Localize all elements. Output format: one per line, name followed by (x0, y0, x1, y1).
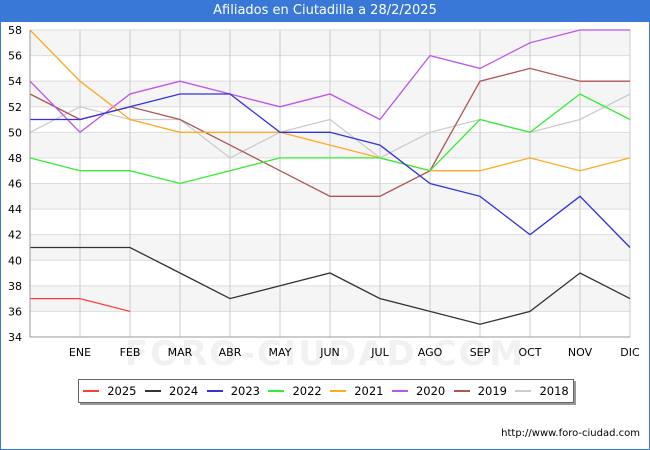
legend-label: 2022 (292, 384, 322, 398)
line-chart: 34 36 38 40 42 44 46 48 50 52 54 56 58 ENE FEB MAR ABR M… (8, 24, 640, 359)
x-tick-label: OCT (518, 346, 541, 359)
x-tick-label: JUL (370, 346, 389, 359)
legend-item-2019: 2019 (453, 384, 508, 398)
watermark-text: FORO-CIUDAD.COM (124, 334, 526, 374)
legend-swatch (268, 390, 285, 392)
legend-swatch (391, 390, 408, 392)
y-tick-label: 44 (8, 203, 22, 216)
y-tick-label: 48 (8, 152, 22, 165)
legend-label: 2024 (168, 384, 199, 398)
legend-item-2021: 2021 (330, 384, 384, 398)
legend-label: 2019 (477, 384, 508, 398)
series-line-2021 (29, 29, 631, 172)
x-tick-label: JUN (319, 346, 340, 359)
series-line-2020 (29, 29, 630, 134)
legend-item-2023: 2023 (206, 384, 261, 398)
y-tick-label: 34 (8, 331, 22, 344)
x-tick-label: MAR (168, 346, 193, 359)
legend-swatch (453, 390, 470, 392)
legend-label: 2023 (230, 384, 261, 398)
x-tick-label: MAY (269, 346, 292, 359)
y-tick-label: 40 (8, 254, 22, 267)
footer-url: http://www.foro-ciudad.com (501, 428, 640, 439)
legend-label: 2020 (415, 384, 446, 398)
legend-item-2024: 2024 (144, 384, 199, 398)
legend: 2025 2024 2023 2022 2021 2020 2019 2018 (78, 379, 574, 403)
legend-label: 2025 (107, 384, 137, 398)
legend-item-2018: 2018 (515, 384, 569, 398)
x-tick-label: DIC (620, 346, 640, 359)
y-tick-label: 56 (8, 50, 22, 63)
y-tick-label: 46 (8, 178, 22, 191)
y-tick-label: 58 (8, 24, 22, 37)
x-tick-label: FEB (120, 346, 141, 359)
legend-swatch (144, 390, 161, 392)
y-axis-ticks: 34 36 38 40 42 44 46 48 50 52 54 56 58 (8, 24, 22, 344)
series-line-2023 (30, 93, 631, 248)
y-tick-label: 54 (8, 75, 22, 88)
legend-label: 2021 (354, 384, 384, 398)
legend-item-2022: 2022 (268, 384, 322, 398)
x-tick-label: SEP (470, 346, 491, 359)
y-tick-label: 36 (8, 305, 22, 318)
legend-swatch (206, 390, 223, 392)
legend-label: 2018 (539, 384, 569, 398)
series-line-2025 (30, 297, 131, 313)
legend-swatch (330, 390, 347, 392)
series-line-2022 (29, 93, 631, 185)
y-tick-label: 38 (8, 280, 22, 293)
y-tick-label: 42 (8, 229, 22, 242)
legend-swatch (83, 390, 100, 392)
y-tick-label: 50 (8, 126, 22, 139)
series-lines (29, 29, 631, 325)
legend-item-2025: 2025 (83, 384, 137, 398)
chart-title: Afiliados en Ciutadilla a 28/2/2025 (0, 0, 650, 22)
x-tick-label: NOV (568, 346, 593, 359)
legend-item-2020: 2020 (391, 384, 446, 398)
legend-swatch (515, 390, 532, 392)
x-tick-label: ENE (69, 346, 91, 359)
y-tick-label: 52 (8, 101, 22, 114)
series-line-2024 (30, 246, 631, 325)
x-tick-label: ABR (219, 346, 242, 359)
x-axis-ticks: ENE FEB MAR ABR MAY JUN JUL AGO SEP OCT NOV DIC (69, 346, 640, 359)
x-tick-label: AGO (418, 346, 443, 359)
